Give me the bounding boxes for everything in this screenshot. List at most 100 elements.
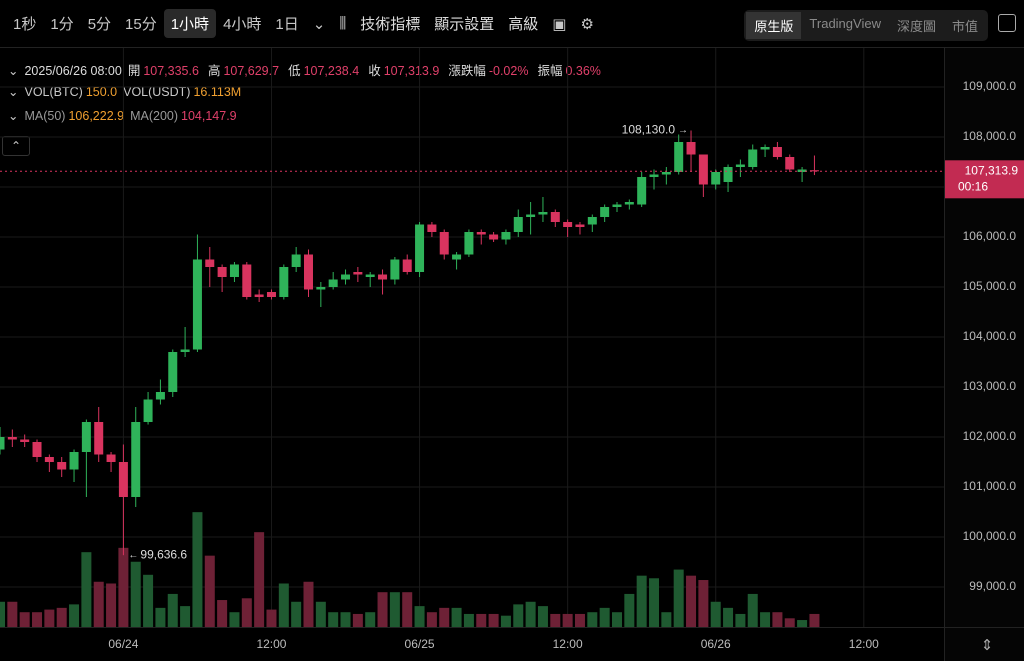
candle-body [550, 212, 560, 222]
interval-tab[interactable]: 15分 [125, 16, 157, 33]
candle-body [575, 224, 585, 227]
settings-icon[interactable]: ⚙ [580, 15, 594, 33]
volume-bar [439, 607, 450, 627]
volume-bar [488, 613, 499, 627]
volume-bar [143, 574, 154, 627]
caret[interactable]: ⌄ [8, 109, 19, 123]
field-label: 開 [127, 64, 141, 78]
tool-button[interactable]: 高級 [508, 16, 539, 33]
interval-tab[interactable]: 4小時 [223, 16, 262, 33]
volume-bar [747, 593, 758, 627]
collapse-button[interactable]: ⌃ [2, 136, 30, 156]
candle-body [155, 392, 165, 400]
volume-bar [130, 561, 141, 627]
field-value: 107,629.7 [223, 64, 280, 78]
low-marker-arrow: ← [128, 550, 138, 561]
field-label: 振幅 [537, 64, 563, 78]
field-value: 107,335.6 [143, 64, 199, 78]
scale-icon: ⇕ [981, 637, 994, 654]
candle-body [772, 147, 782, 157]
view-tab[interactable]: 深度圖 [896, 19, 936, 34]
candle-body [760, 147, 770, 150]
y-tick-label: 106,000.0 [963, 229, 1017, 243]
candle-body [526, 214, 536, 217]
x-tick-label: 12:00 [256, 637, 286, 651]
candle-body [44, 457, 54, 462]
candle-body [415, 224, 425, 272]
candle-body [69, 452, 79, 470]
volume-bar [0, 601, 5, 627]
fullscreen-icon[interactable] [998, 14, 1016, 32]
tool-button[interactable]: 顯示設置 [434, 16, 495, 33]
volume-bar [426, 612, 437, 627]
candle-body [378, 274, 388, 280]
y-tick-label: 101,000.0 [963, 479, 1017, 493]
candle-body [229, 264, 239, 277]
candle-body [390, 259, 400, 280]
candle-body [168, 352, 178, 392]
y-tick-label: 104,000.0 [963, 329, 1017, 343]
candle-body [180, 349, 190, 352]
x-tick-label: 06/26 [701, 637, 731, 651]
tool-button[interactable]: 技術指標 [360, 16, 421, 33]
candle-body [748, 149, 758, 167]
candle-icon[interactable]: ⫼ [339, 15, 347, 32]
candle-body [686, 142, 696, 155]
candle-body [464, 232, 474, 255]
indicator-label: MA(50) [24, 109, 66, 123]
volume-bar [340, 612, 351, 627]
candle-body [242, 264, 252, 297]
candle-body [698, 154, 708, 185]
axis-panel [944, 48, 1024, 661]
intervals: 1秒 1分 5分 15分 1小時 4小時 1日 [0, 9, 306, 38]
view-tab[interactable]: TradingView [809, 16, 881, 31]
volume-bar [698, 580, 709, 627]
volume-bar [797, 620, 808, 627]
candle-body [217, 267, 227, 277]
view-tab[interactable]: 原生版 [746, 12, 802, 39]
x-tick-label: 12:00 [553, 637, 583, 651]
candle-body [205, 259, 215, 267]
volume-bar [562, 613, 573, 627]
volume-bar [93, 581, 104, 627]
interval-tab[interactable]: 5分 [87, 16, 112, 33]
candle-body [439, 232, 449, 255]
volume-bar [402, 592, 413, 627]
volume-bar [118, 547, 129, 627]
toolbar: 1秒 1分 5分 15分 1小時 4小時 1日 ⌄ ⫼ 技術指標 顯示設置 高級 ▣ ⚙ [0, 0, 1024, 48]
dropdown[interactable]: ⌄ [312, 15, 326, 33]
volume-bar [241, 598, 252, 627]
view-tab[interactable]: 市值 [951, 19, 978, 34]
candle-body [513, 217, 523, 232]
candle-body [316, 287, 326, 290]
volume-bar [451, 607, 462, 627]
candle-body [797, 169, 807, 172]
caret[interactable]: ⌄ [8, 85, 19, 99]
high-marker-label: 108,130.0 [622, 123, 676, 137]
volume-row: ⌄ VOL(BTC) 150.0 VOL(USDT) 16.113M [8, 84, 247, 99]
volume-bar [784, 618, 795, 627]
candle-body [303, 254, 313, 290]
volume-bar [328, 612, 339, 627]
interval-tab[interactable]: 1秒 [13, 16, 37, 33]
template-icon[interactable]: ▣ [552, 15, 567, 33]
interval-tab[interactable]: 1日 [275, 16, 299, 33]
candle-body [538, 212, 548, 215]
countdown: 00:16 [958, 179, 988, 193]
volume-bar [155, 607, 166, 627]
indicator-value: 16.113M [193, 85, 242, 99]
volume-bar [574, 613, 585, 627]
y-tick-label: 108,000.0 [963, 129, 1017, 143]
interval-tab[interactable]: 1分 [50, 16, 74, 33]
volume-bar [389, 592, 400, 627]
volume-bar [537, 606, 548, 627]
interval-tab[interactable]: 1小時 [163, 9, 217, 38]
indicator-label: VOL(USDT) [123, 85, 191, 99]
indicator-value: 150.0 [85, 85, 118, 99]
caret[interactable]: ⌄ [8, 64, 19, 78]
y-tick-label: 109,000.0 [963, 79, 1017, 93]
low-marker-label: 99,636.6 [140, 547, 187, 561]
datetime: 2025/06/26 08:00 [24, 64, 122, 78]
volume-bar [81, 552, 92, 627]
